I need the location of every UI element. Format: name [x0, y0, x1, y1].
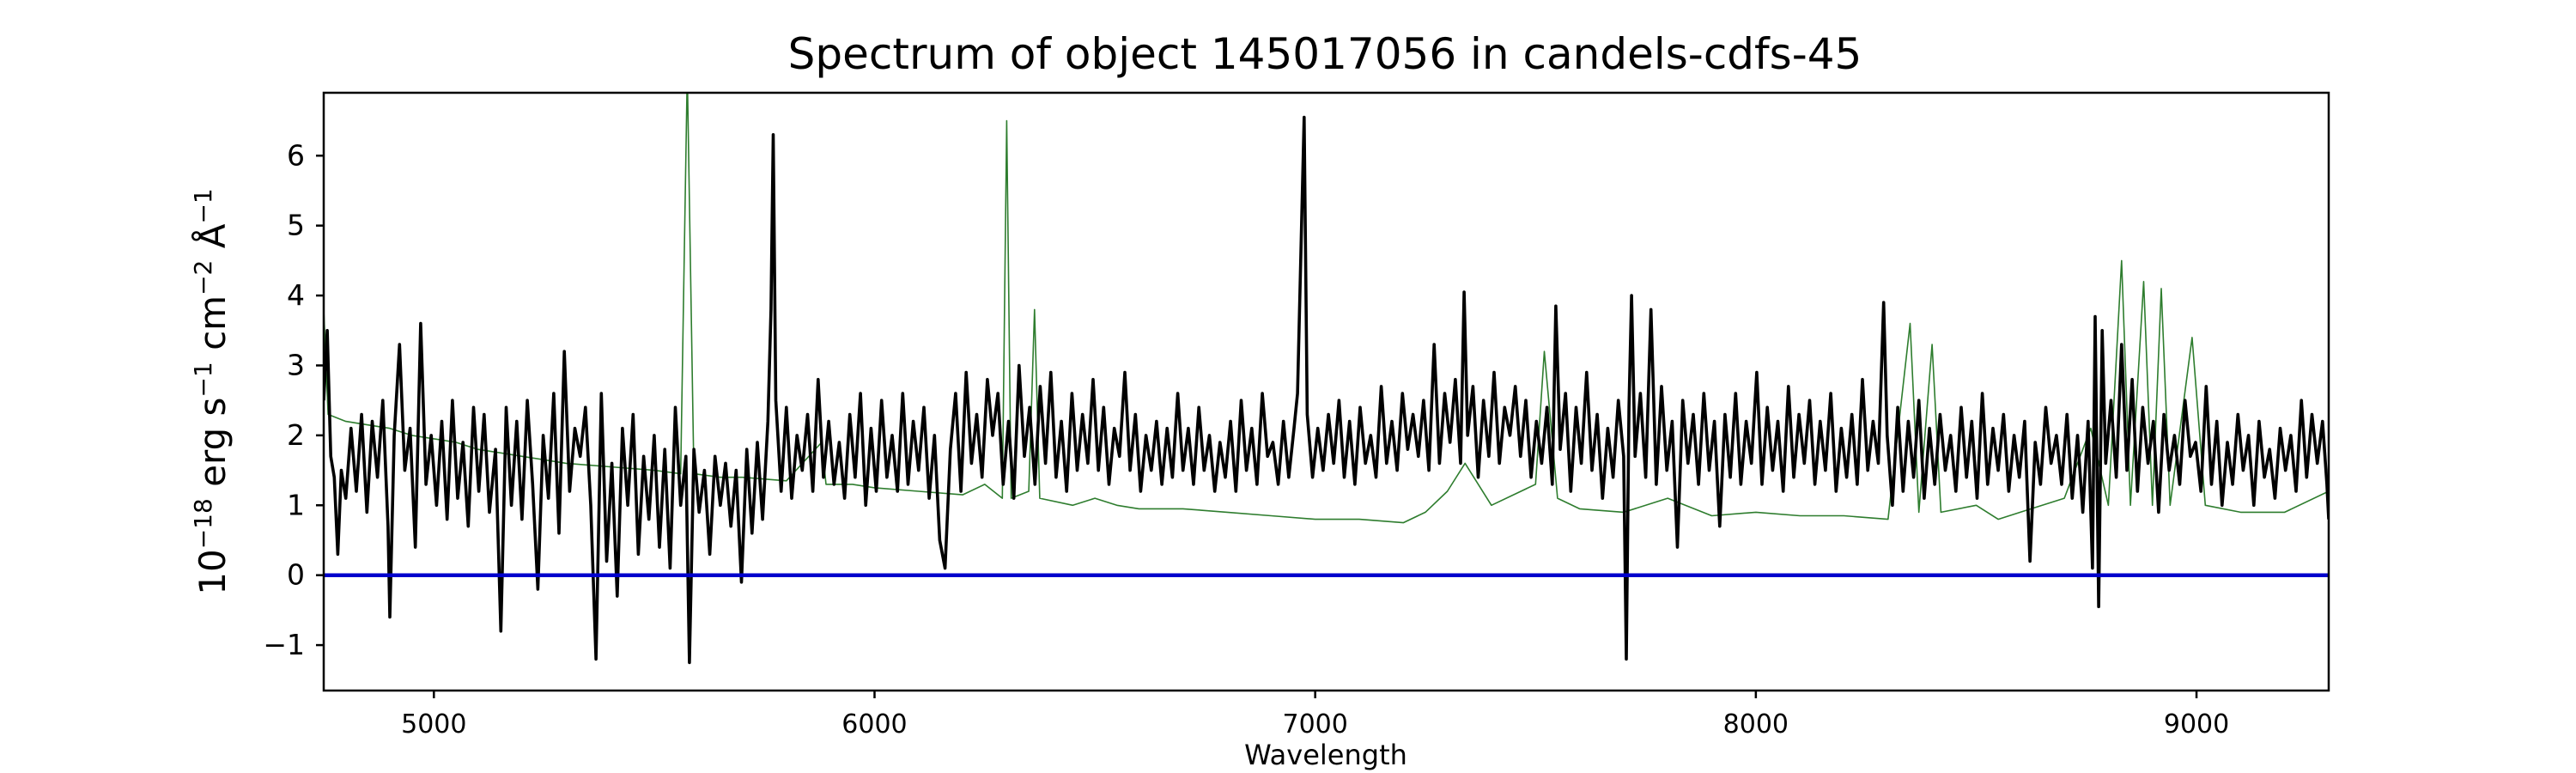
y-tick-label: 4 — [287, 278, 305, 312]
x-tick-label: 5000 — [401, 709, 466, 740]
y-tick-label: 1 — [287, 488, 305, 521]
y-axis-label-base: 10 — [191, 549, 234, 594]
x-tick-label: 6000 — [841, 709, 907, 740]
y-axis-label-unit-angstrom-exponent: −1 — [189, 188, 217, 223]
x-tick-label: 9000 — [2164, 709, 2229, 740]
series-sky-line — [324, 93, 2329, 524]
y-axis-label-unit-cm-exponent: −2 — [189, 260, 217, 295]
x-tick-label: 7000 — [1282, 709, 1347, 740]
series-layer — [324, 93, 2329, 665]
series-object-line — [324, 115, 2329, 665]
x-axis: 5000 6000 7000 8000 9000 — [401, 691, 2229, 740]
y-axis-label-exponent: −18 — [189, 498, 217, 549]
y-tick-label: 6 — [287, 138, 305, 172]
y-axis-label-unit-angstrom: Å — [191, 223, 234, 259]
x-axis-label: Wavelength — [1244, 739, 1407, 771]
y-axis-label-unit-s-exponent: −1 — [189, 362, 217, 397]
y-tick-label: 0 — [287, 558, 305, 592]
plot-area — [322, 91, 2330, 692]
y-tick-label: −1 — [263, 628, 305, 661]
chart-title: Spectrum of object 145017056 in candels-… — [788, 29, 1862, 79]
plot-frame — [322, 91, 2330, 692]
y-tick-label: 5 — [287, 209, 305, 242]
y-axis-label-unit-cm: cm — [191, 295, 234, 362]
y-tick-label: 2 — [287, 418, 305, 452]
x-tick-label: 8000 — [1723, 709, 1789, 740]
y-tick-label: 3 — [287, 348, 305, 381]
y-axis-label-unit-erg-s: erg s — [191, 398, 234, 499]
y-axis: −1 0 1 2 3 4 5 6 — [263, 138, 324, 661]
y-axis-label: 10−18 erg s−1 cm−2 Å−1 — [189, 188, 234, 594]
